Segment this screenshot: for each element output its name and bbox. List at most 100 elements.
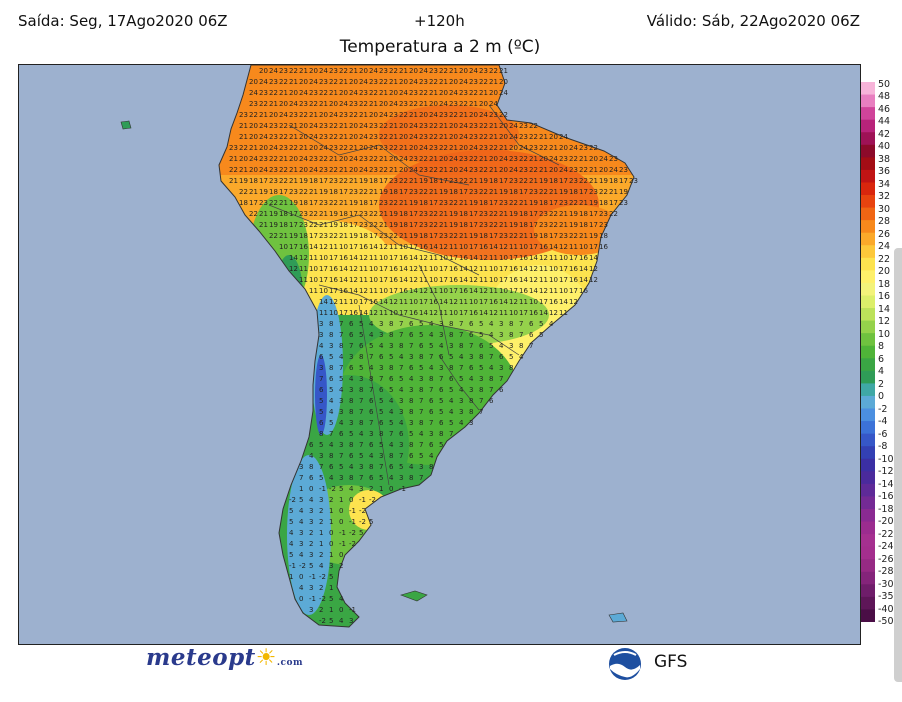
grid-value: 5	[419, 331, 423, 339]
grid-value: 16	[389, 265, 398, 273]
grid-value: 24	[559, 166, 568, 174]
grid-value: 23	[629, 177, 638, 185]
grid-value: 23	[299, 100, 308, 108]
grid-value: 22	[409, 100, 418, 108]
grid-value: 22	[359, 100, 368, 108]
scrollbar[interactable]	[894, 248, 902, 682]
colorbar-tick-label: -18	[878, 503, 894, 515]
grid-value: 22	[429, 166, 438, 174]
grid-value: 7	[399, 452, 403, 460]
grid-value: 22	[479, 78, 488, 86]
grid-value: 22	[479, 122, 488, 130]
grid-value: 11	[309, 254, 318, 262]
colorbar-segment	[861, 169, 875, 183]
grid-value: 24	[359, 78, 368, 86]
meteopt-logo[interactable]: meteopt☀.com	[146, 644, 303, 671]
grid-value: 12	[589, 265, 598, 273]
colorbar-tick-label: 40	[878, 141, 891, 153]
grid-value: 21	[279, 155, 288, 163]
grid-value: 5	[479, 320, 483, 328]
grid-value: 20	[459, 67, 468, 75]
grid-value: 10	[559, 287, 568, 295]
grid-value: 24	[309, 133, 318, 141]
grid-value: 17	[489, 199, 498, 207]
grid-value: 21	[319, 210, 328, 218]
grid-value: 21	[449, 67, 458, 75]
grid-value: 20	[369, 111, 378, 119]
grid-value: 22	[339, 144, 348, 152]
colorbar-segment	[861, 157, 875, 171]
grid-value: 3	[469, 386, 473, 394]
grid-value: 4	[299, 518, 304, 526]
grid-value: 24	[329, 111, 338, 119]
grid-value: 23	[419, 122, 428, 130]
grid-value: 21	[249, 144, 258, 152]
grid-value: 21	[279, 232, 288, 240]
grid-value: 22	[459, 100, 468, 108]
grid-value: 22	[269, 155, 278, 163]
grid-value: 22	[389, 199, 398, 207]
grid-value: 6	[469, 331, 474, 339]
grid-value: 5	[479, 331, 483, 339]
grid-value: 22	[289, 67, 298, 75]
grid-value: -1	[339, 529, 346, 537]
grid-value: 17	[509, 287, 518, 295]
grid-value: 20	[289, 155, 298, 163]
grid-value: 11	[549, 254, 558, 262]
grid-value: 18	[339, 210, 348, 218]
grid-value: 24	[299, 155, 308, 163]
grid-value: 20	[459, 144, 468, 152]
grid-value: 2	[319, 606, 323, 614]
grid-value: 5	[369, 518, 373, 526]
grid-value: 21	[549, 144, 558, 152]
grid-value: 7	[349, 342, 353, 350]
grid-value: 23	[349, 100, 358, 108]
grid-value: 5	[489, 342, 493, 350]
grid-value: 17	[489, 232, 498, 240]
grid-value: 21	[579, 232, 588, 240]
grid-value: 12	[439, 243, 448, 251]
grid-value: 18	[249, 177, 258, 185]
grid-value: 4	[339, 617, 344, 625]
grid-value: 21	[379, 155, 388, 163]
grid-value: 23	[569, 166, 578, 174]
grid-value: 21	[559, 210, 568, 218]
grid-value: 22	[329, 232, 338, 240]
grid-value: 4	[319, 342, 324, 350]
grid-value: 16	[479, 243, 488, 251]
grid-value: 17	[459, 188, 468, 196]
grid-value: -2	[319, 573, 326, 581]
grid-value: 12	[349, 265, 358, 273]
grid-value: 17	[559, 177, 568, 185]
grid-value: 8	[329, 452, 333, 460]
grid-value: 14	[359, 309, 368, 317]
grid-value: 11	[299, 276, 308, 284]
grid-value: 22	[249, 111, 258, 119]
coastline	[218, 65, 635, 628]
temperature-map[interactable]: 20 24 23 22 21 20 24 23 22 21 20 24 23 22 21 20 24 23 22 21…	[18, 64, 861, 645]
grid-value: 3	[409, 419, 413, 427]
grid-value: 20	[329, 100, 338, 108]
grid-value: 3	[499, 331, 503, 339]
grid-value: 4	[449, 408, 454, 416]
grid-value: 5	[359, 364, 363, 372]
grid-value: 4	[429, 331, 434, 339]
grid-value: 7	[459, 364, 463, 372]
colorbar-tick-label: -10	[878, 453, 894, 465]
grid-value: 23	[559, 232, 568, 240]
grid-value: 22	[489, 144, 498, 152]
grid-value: 20	[399, 166, 408, 174]
grid-value: 23	[529, 144, 538, 152]
grid-value: 17	[309, 232, 318, 240]
grid-value: 3	[439, 331, 443, 339]
grid-value: 4	[309, 452, 314, 460]
grid-value: 2	[329, 496, 333, 504]
noaa-logo-icon	[609, 648, 641, 680]
grid-value: 12	[479, 287, 488, 295]
grid-value: 20	[599, 166, 608, 174]
grid-value: 7	[449, 430, 453, 438]
grid-value: 19	[409, 199, 418, 207]
grid-value: 21	[289, 78, 298, 86]
grid-value: 22	[469, 89, 478, 97]
grid-value: 3	[379, 320, 383, 328]
